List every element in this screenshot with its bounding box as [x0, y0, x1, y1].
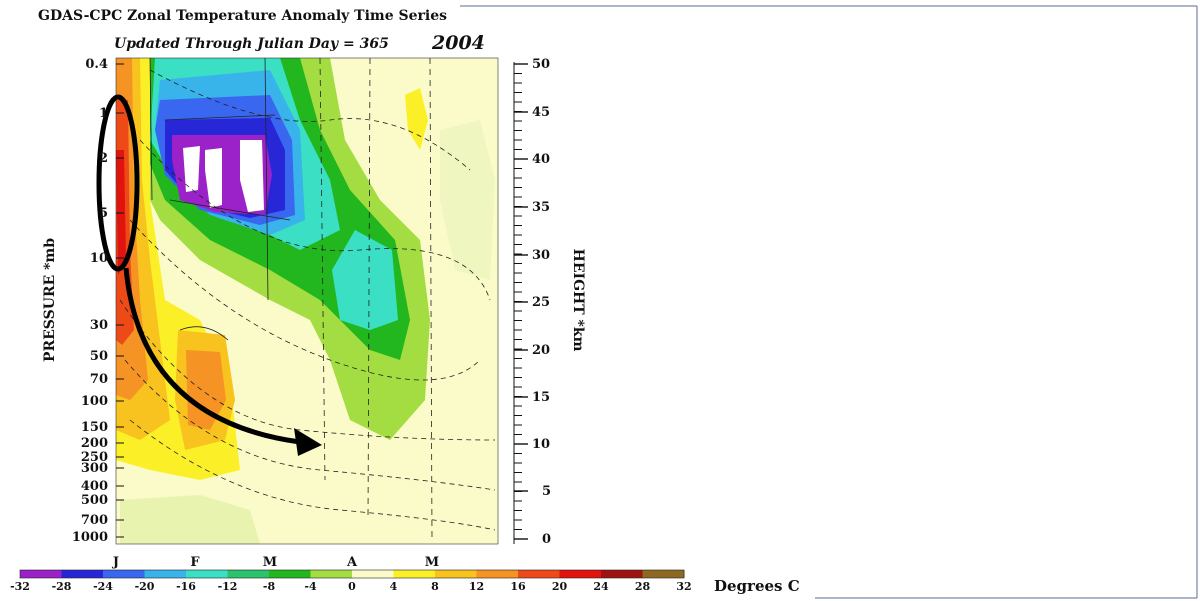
contour-field: [116, 58, 498, 544]
colorbar-level-label: -12: [218, 580, 238, 593]
height-tick-label: 15: [532, 390, 550, 405]
pressure-tick-label: 150: [81, 420, 108, 435]
month-label: M: [425, 555, 439, 570]
height-tick-label: 45: [532, 105, 550, 120]
height-tick-label: 25: [532, 295, 550, 310]
colorbar-level-label: 8: [431, 580, 439, 593]
height-tick-label: 0: [542, 532, 551, 547]
colorbar-swatch: [393, 570, 436, 578]
pressure-tick-label: 200: [81, 436, 108, 451]
colorbar-swatch: [20, 570, 62, 578]
colorbar-swatch: [61, 570, 104, 578]
height-tick-label: 35: [532, 200, 550, 215]
colorbar-swatch: [601, 570, 643, 578]
extreme-cold-core-2: [205, 148, 222, 208]
height-tick-label: 40: [532, 152, 550, 167]
warm-cell-orange: [186, 350, 226, 430]
colorbar-frame: [19, 569, 685, 579]
colorbar-labels: -32 -28 -24 -20 -16 -12 -8 -4 0 4 8 12 16 20 24 28 32: [10, 580, 692, 593]
pressure-tick-label: 0.4: [85, 57, 108, 72]
colorbar-level-label: 12: [469, 580, 484, 593]
chart-title: GDAS-CPC Zonal Temperature Anomaly Time …: [38, 8, 447, 24]
pressure-tick-label: 2: [99, 151, 108, 166]
pressure-tick-label: 50: [90, 349, 108, 364]
colorbar-level-label: -8: [263, 580, 276, 593]
colorbar-swatch: [476, 570, 519, 578]
pressure-tick-label: 500: [81, 493, 108, 508]
colorbar-swatch: [144, 570, 187, 578]
colorbar-level-label: -32: [10, 580, 30, 593]
colorbar-level-label: -28: [52, 580, 72, 593]
downward-arrow-shaft: [123, 267, 301, 445]
faint-patch-right: [440, 120, 495, 280]
pressure-tick-label: 10: [90, 251, 108, 266]
colorbar: [19, 569, 685, 579]
colorbar-level-label: 16: [510, 580, 526, 593]
warm-patch-upper-right: [405, 88, 428, 150]
colorbar-units: Degrees C: [714, 577, 800, 595]
pressure-tick-label: 300: [81, 461, 108, 476]
colorbar-level-label: 20: [552, 580, 568, 593]
month-label: J: [112, 555, 119, 570]
colorbar-level-label: -20: [135, 580, 155, 593]
pressure-tick-label: 5: [99, 206, 108, 221]
month-label: F: [190, 555, 200, 570]
colorbar-level-label: -24: [93, 580, 113, 593]
colorbar-level-label: 24: [593, 580, 609, 593]
colorbar-swatch: [269, 570, 311, 578]
colorbar-swatch: [186, 570, 228, 578]
colorbar-swatch: [435, 570, 477, 578]
month-label: A: [346, 555, 358, 570]
plot-border: [115, 57, 499, 545]
chart-year: 2004: [432, 32, 485, 54]
pressure-tick-label: 100: [81, 394, 108, 409]
pressure-tick-label: 250: [81, 450, 108, 465]
faint-patch-lower: [120, 495, 260, 544]
colorbar-level-label: -4: [304, 580, 317, 593]
highlight-ellipse: [96, 94, 140, 272]
pressure-tick-label: 30: [90, 318, 108, 333]
colorbar-swatch: [559, 570, 602, 578]
colorbar-swatch: [518, 570, 560, 578]
colorbar-swatch: [352, 570, 394, 578]
pressure-tick-label: 700: [81, 513, 108, 528]
pressure-tick-label: 1000: [72, 530, 108, 545]
colorbar-swatch: [642, 570, 685, 578]
height-tick-label: 30: [532, 248, 550, 263]
height-tick-label: 5: [542, 484, 551, 499]
height-tick-label: 50: [532, 57, 550, 72]
pressure-tick-label: 1: [99, 106, 108, 121]
left-axis-label: PRESSURE *mb: [42, 238, 58, 362]
height-tick-label: 20: [532, 343, 550, 358]
downward-arrow-head: [294, 428, 322, 456]
isolated-cold-cell: [332, 230, 398, 330]
colorbar-swatch: [227, 570, 270, 578]
pressure-tick-label: 70: [90, 372, 108, 387]
extreme-cold-core-1: [183, 146, 200, 192]
colorbar-swatch: [310, 570, 353, 578]
right-axis-major-ticks: [514, 63, 528, 540]
colorbar-level-label: 4: [390, 580, 398, 593]
colorbar-level-label: -16: [176, 580, 196, 593]
contour-lines: [119, 58, 496, 541]
extreme-cold-core-3: [240, 140, 264, 212]
colorbar-level-label: 0: [348, 580, 356, 593]
colorbar-swatch: [103, 570, 145, 578]
colorbar-level-label: 28: [635, 580, 651, 593]
chart-subtitle: Updated Through Julian Day = 365: [114, 36, 389, 52]
month-label: M: [263, 555, 277, 570]
pressure-tick-label: 400: [81, 479, 108, 494]
left-axis-ticks: [116, 63, 124, 538]
colorbar-level-label: 32: [676, 580, 691, 593]
right-axis-label: HEIGHT *km: [570, 249, 586, 352]
height-tick-label: 10: [532, 437, 550, 452]
